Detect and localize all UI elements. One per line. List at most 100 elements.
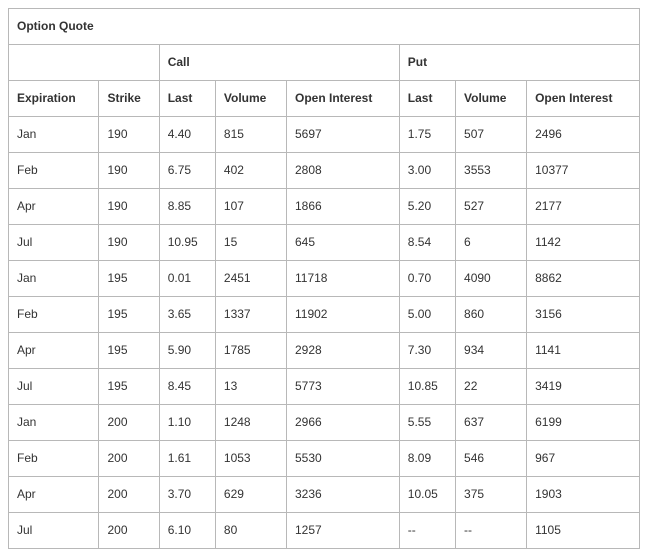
cell-call_oi: 2966: [286, 405, 399, 441]
cell-put_volume: 22: [456, 369, 527, 405]
cell-put_volume: 6: [456, 225, 527, 261]
cell-strike: 200: [99, 405, 159, 441]
table-row: Apr1908.8510718665.205272177: [9, 189, 640, 225]
cell-call_last: 6.75: [159, 153, 215, 189]
table-row: Feb1953.651337119025.008603156: [9, 297, 640, 333]
cell-strike: 190: [99, 189, 159, 225]
group-call: Call: [159, 45, 399, 81]
group-header-row: Call Put: [9, 45, 640, 81]
table-title: Option Quote: [9, 9, 640, 45]
cell-put_volume: 934: [456, 333, 527, 369]
cell-put_last: 3.00: [399, 153, 455, 189]
cell-call_volume: 629: [215, 477, 286, 513]
cell-expiration: Jan: [9, 405, 99, 441]
cell-call_oi: 1257: [286, 513, 399, 549]
cell-put_last: 1.75: [399, 117, 455, 153]
cell-call_last: 0.01: [159, 261, 215, 297]
cell-put_volume: 527: [456, 189, 527, 225]
cell-put_last: 5.00: [399, 297, 455, 333]
table-row: Jan2001.10124829665.556376199: [9, 405, 640, 441]
cell-call_volume: 107: [215, 189, 286, 225]
cell-call_oi: 3236: [286, 477, 399, 513]
table-row: Apr2003.70629323610.053751903: [9, 477, 640, 513]
cell-strike: 190: [99, 117, 159, 153]
table-row: Feb1906.7540228083.00355310377: [9, 153, 640, 189]
cell-call_volume: 1337: [215, 297, 286, 333]
cell-put_oi: 10377: [527, 153, 640, 189]
cell-put_oi: 967: [527, 441, 640, 477]
cell-call_volume: 815: [215, 117, 286, 153]
table-row: Apr1955.90178529287.309341141: [9, 333, 640, 369]
cell-put_last: 8.54: [399, 225, 455, 261]
cell-call_volume: 1785: [215, 333, 286, 369]
cell-strike: 195: [99, 369, 159, 405]
cell-put_oi: 8862: [527, 261, 640, 297]
table-body: Jan1904.4081556971.755072496Feb1906.7540…: [9, 117, 640, 549]
cell-expiration: Jul: [9, 513, 99, 549]
table-row: Jul1958.4513577310.85223419: [9, 369, 640, 405]
cell-strike: 190: [99, 225, 159, 261]
cell-call_oi: 5530: [286, 441, 399, 477]
cell-put_oi: 1142: [527, 225, 640, 261]
group-blank: [9, 45, 160, 81]
cell-call_volume: 80: [215, 513, 286, 549]
cell-put_last: 10.05: [399, 477, 455, 513]
cell-put_oi: 3419: [527, 369, 640, 405]
cell-put_volume: 546: [456, 441, 527, 477]
col-call-oi: Open Interest: [286, 81, 399, 117]
cell-expiration: Feb: [9, 297, 99, 333]
column-header-row: Expiration Strike Last Volume Open Inter…: [9, 81, 640, 117]
cell-call_last: 10.95: [159, 225, 215, 261]
col-call-last: Last: [159, 81, 215, 117]
cell-call_volume: 402: [215, 153, 286, 189]
cell-put_oi: 2177: [527, 189, 640, 225]
col-put-volume: Volume: [456, 81, 527, 117]
cell-call_last: 4.40: [159, 117, 215, 153]
cell-put_volume: 4090: [456, 261, 527, 297]
cell-call_last: 8.45: [159, 369, 215, 405]
cell-call_volume: 1053: [215, 441, 286, 477]
cell-strike: 200: [99, 477, 159, 513]
cell-put_oi: 1903: [527, 477, 640, 513]
cell-put_last: 10.85: [399, 369, 455, 405]
table-row: Feb2001.61105355308.09546967: [9, 441, 640, 477]
cell-call_volume: 13: [215, 369, 286, 405]
cell-call_volume: 1248: [215, 405, 286, 441]
cell-call_oi: 11902: [286, 297, 399, 333]
cell-put_last: --: [399, 513, 455, 549]
table-row: Jul2006.10801257----1105: [9, 513, 640, 549]
cell-call_volume: 2451: [215, 261, 286, 297]
cell-expiration: Jan: [9, 117, 99, 153]
cell-call_last: 5.90: [159, 333, 215, 369]
col-expiration: Expiration: [9, 81, 99, 117]
col-call-volume: Volume: [215, 81, 286, 117]
table-row: Jul19010.95156458.5461142: [9, 225, 640, 261]
cell-strike: 200: [99, 513, 159, 549]
group-put: Put: [399, 45, 639, 81]
cell-put_volume: --: [456, 513, 527, 549]
cell-expiration: Jul: [9, 369, 99, 405]
cell-put_volume: 507: [456, 117, 527, 153]
table-row: Jan1904.4081556971.755072496: [9, 117, 640, 153]
col-strike: Strike: [99, 81, 159, 117]
cell-call_last: 1.61: [159, 441, 215, 477]
cell-put_oi: 3156: [527, 297, 640, 333]
cell-expiration: Feb: [9, 441, 99, 477]
cell-strike: 190: [99, 153, 159, 189]
cell-call_last: 3.70: [159, 477, 215, 513]
cell-put_oi: 2496: [527, 117, 640, 153]
col-put-oi: Open Interest: [527, 81, 640, 117]
cell-call_oi: 645: [286, 225, 399, 261]
option-quote-table: Option Quote Call Put Expiration Strike …: [8, 8, 640, 549]
cell-expiration: Apr: [9, 189, 99, 225]
cell-expiration: Jul: [9, 225, 99, 261]
title-row: Option Quote: [9, 9, 640, 45]
cell-call_last: 8.85: [159, 189, 215, 225]
cell-call_last: 1.10: [159, 405, 215, 441]
cell-put_last: 7.30: [399, 333, 455, 369]
cell-call_oi: 11718: [286, 261, 399, 297]
cell-call_volume: 15: [215, 225, 286, 261]
cell-expiration: Jan: [9, 261, 99, 297]
cell-call_last: 3.65: [159, 297, 215, 333]
cell-strike: 195: [99, 297, 159, 333]
